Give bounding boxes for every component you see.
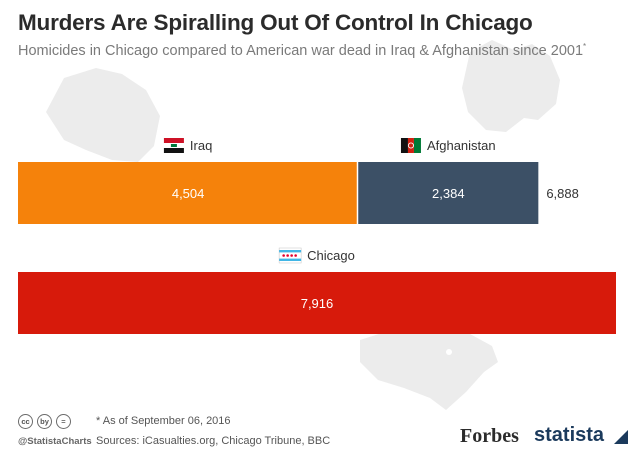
statista-logo[interactable]: statista	[534, 424, 605, 446]
city-dot	[446, 349, 452, 355]
statista-handle[interactable]: @StatistaCharts	[18, 436, 92, 447]
sources: Sources: iCasualties.org, Chicago Tribun…	[96, 435, 331, 447]
usa-map-silhouette	[360, 40, 560, 410]
series-label-afghanistan: Afghanistan	[427, 138, 496, 153]
subtitle-footnote-mark: *	[583, 42, 587, 51]
license-icons: cc by =	[18, 414, 71, 429]
by-license-icon[interactable]: by	[37, 414, 52, 429]
bar-segment-iraq	[18, 162, 357, 224]
value-label-iraq: 4,504	[172, 186, 205, 201]
nd-license-icon[interactable]: =	[56, 414, 71, 429]
cc-license-icon[interactable]: cc	[18, 414, 33, 429]
iraq-flag-icon	[163, 138, 184, 153]
chart-title: Murders Are Spiralling Out Of Control In…	[18, 10, 533, 35]
bar-segment-chicago	[18, 272, 616, 334]
forbes-logo[interactable]: Forbes	[460, 425, 519, 447]
chart-subtitle: Homicides in Chicago compared to America…	[18, 42, 586, 59]
iraq-map-silhouette	[46, 68, 160, 162]
chicago-flag-icon	[278, 247, 302, 264]
value-label-chicago: 7,916	[301, 296, 334, 311]
subtitle-text: Homicides in Chicago compared to America…	[18, 42, 584, 59]
value-label-afghanistan: 2,384	[432, 186, 465, 201]
footnote: * As of September 06, 2016	[96, 415, 231, 427]
total-label: 6,888	[546, 186, 579, 201]
statista-logo-mark-icon	[614, 430, 628, 444]
series-label-chicago: Chicago	[307, 248, 355, 263]
afghanistan-flag-icon	[400, 138, 421, 153]
bar-segment-afghanistan	[358, 162, 539, 224]
series-label-iraq: Iraq	[190, 138, 212, 153]
